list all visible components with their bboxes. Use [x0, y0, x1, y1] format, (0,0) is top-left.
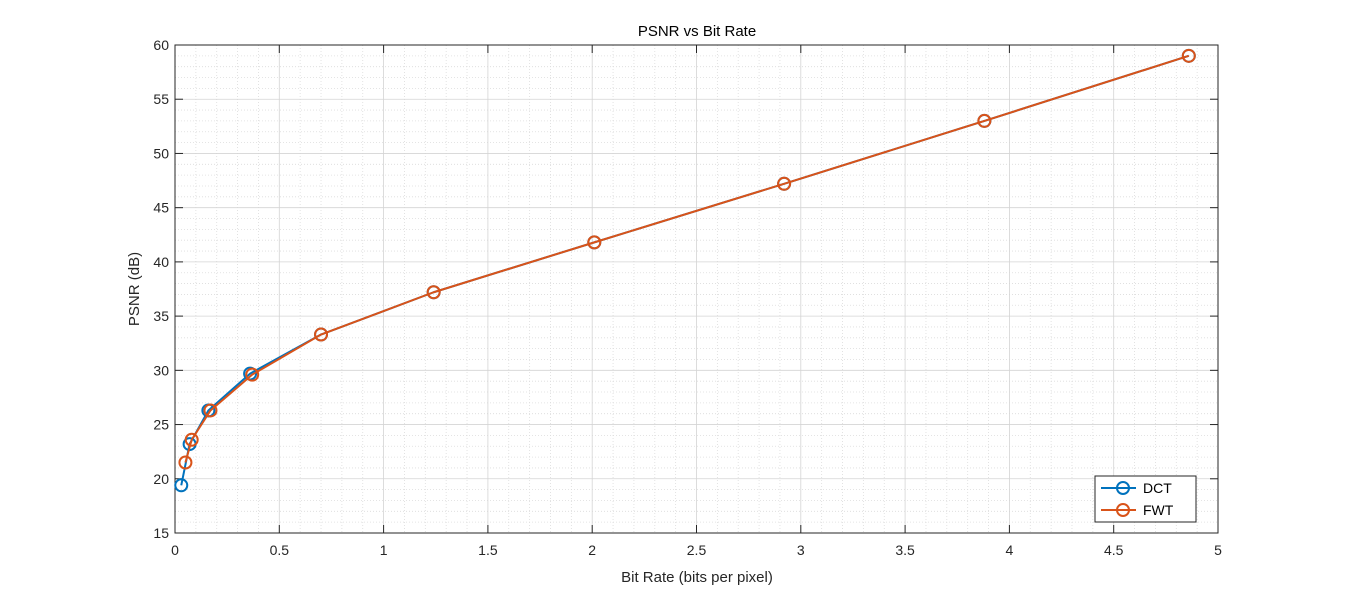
x-tick-labels: 0 0.5 1 1.5 2 2.5 3 3.5 4 4.5 5 — [171, 542, 1222, 558]
x-tick-label: 1 — [380, 542, 388, 558]
data-point-fwt — [777, 176, 792, 191]
series-line-fwt — [184, 54, 1190, 463]
x-tick-label: 3 — [797, 542, 805, 558]
y-tick-label: 45 — [153, 200, 169, 216]
data-point-fwt — [245, 367, 260, 382]
series-fwt — [178, 48, 1196, 470]
data-point-fwt — [587, 235, 602, 250]
data-point-fwt — [184, 432, 199, 447]
major-grid — [174, 44, 1219, 534]
legend-marker-fwt — [1116, 503, 1130, 517]
data-point-fwt — [203, 403, 218, 418]
x-tick-label: 4.5 — [1104, 542, 1124, 558]
legend-label-fwt: FWT — [1143, 502, 1174, 518]
y-tick-label: 55 — [153, 91, 169, 107]
x-tick-label: 2 — [588, 542, 596, 558]
y-tick-label: 20 — [153, 471, 169, 487]
data-point-dct — [174, 478, 189, 493]
x-tick-label: 1.5 — [478, 542, 498, 558]
legend-label-dct: DCT — [1143, 480, 1172, 496]
legend-marker-dct — [1116, 481, 1130, 495]
y-tick-label: 60 — [153, 37, 169, 53]
y-tick-labels: 15 20 25 30 35 40 45 50 55 60 — [153, 37, 169, 541]
y-tick-label: 30 — [153, 362, 169, 378]
x-axis-label: Bit Rate (bits per pixel) — [621, 569, 773, 586]
x-tick-label: 4 — [1006, 542, 1014, 558]
y-tick-label: 40 — [153, 254, 169, 270]
series-dct — [174, 48, 1196, 493]
series-line-dct — [180, 54, 1190, 486]
axis-ticks — [174, 44, 1219, 534]
legend-box — [1094, 475, 1197, 523]
x-tick-label: 2.5 — [687, 542, 707, 558]
x-tick-label: 0.5 — [270, 542, 290, 558]
x-tick-label: 5 — [1214, 542, 1222, 558]
y-tick-label: 50 — [153, 145, 169, 161]
data-point-fwt — [426, 285, 441, 300]
minor-grid — [175, 45, 1218, 533]
x-tick-label: 0 — [171, 542, 179, 558]
series-layer — [174, 48, 1196, 493]
data-point-fwt — [1181, 48, 1196, 63]
data-point-fwt — [314, 327, 329, 342]
data-point-fwt — [178, 455, 193, 470]
y-tick-label: 15 — [153, 525, 169, 541]
chart-title: PSNR vs Bit Rate — [638, 23, 756, 40]
y-tick-label: 35 — [153, 308, 169, 324]
y-axis-label: PSNR (dB) — [126, 252, 143, 326]
y-tick-label: 25 — [153, 417, 169, 433]
legend: DCT FWT — [1094, 475, 1197, 523]
x-tick-label: 3.5 — [895, 542, 915, 558]
data-point-fwt — [977, 113, 992, 128]
